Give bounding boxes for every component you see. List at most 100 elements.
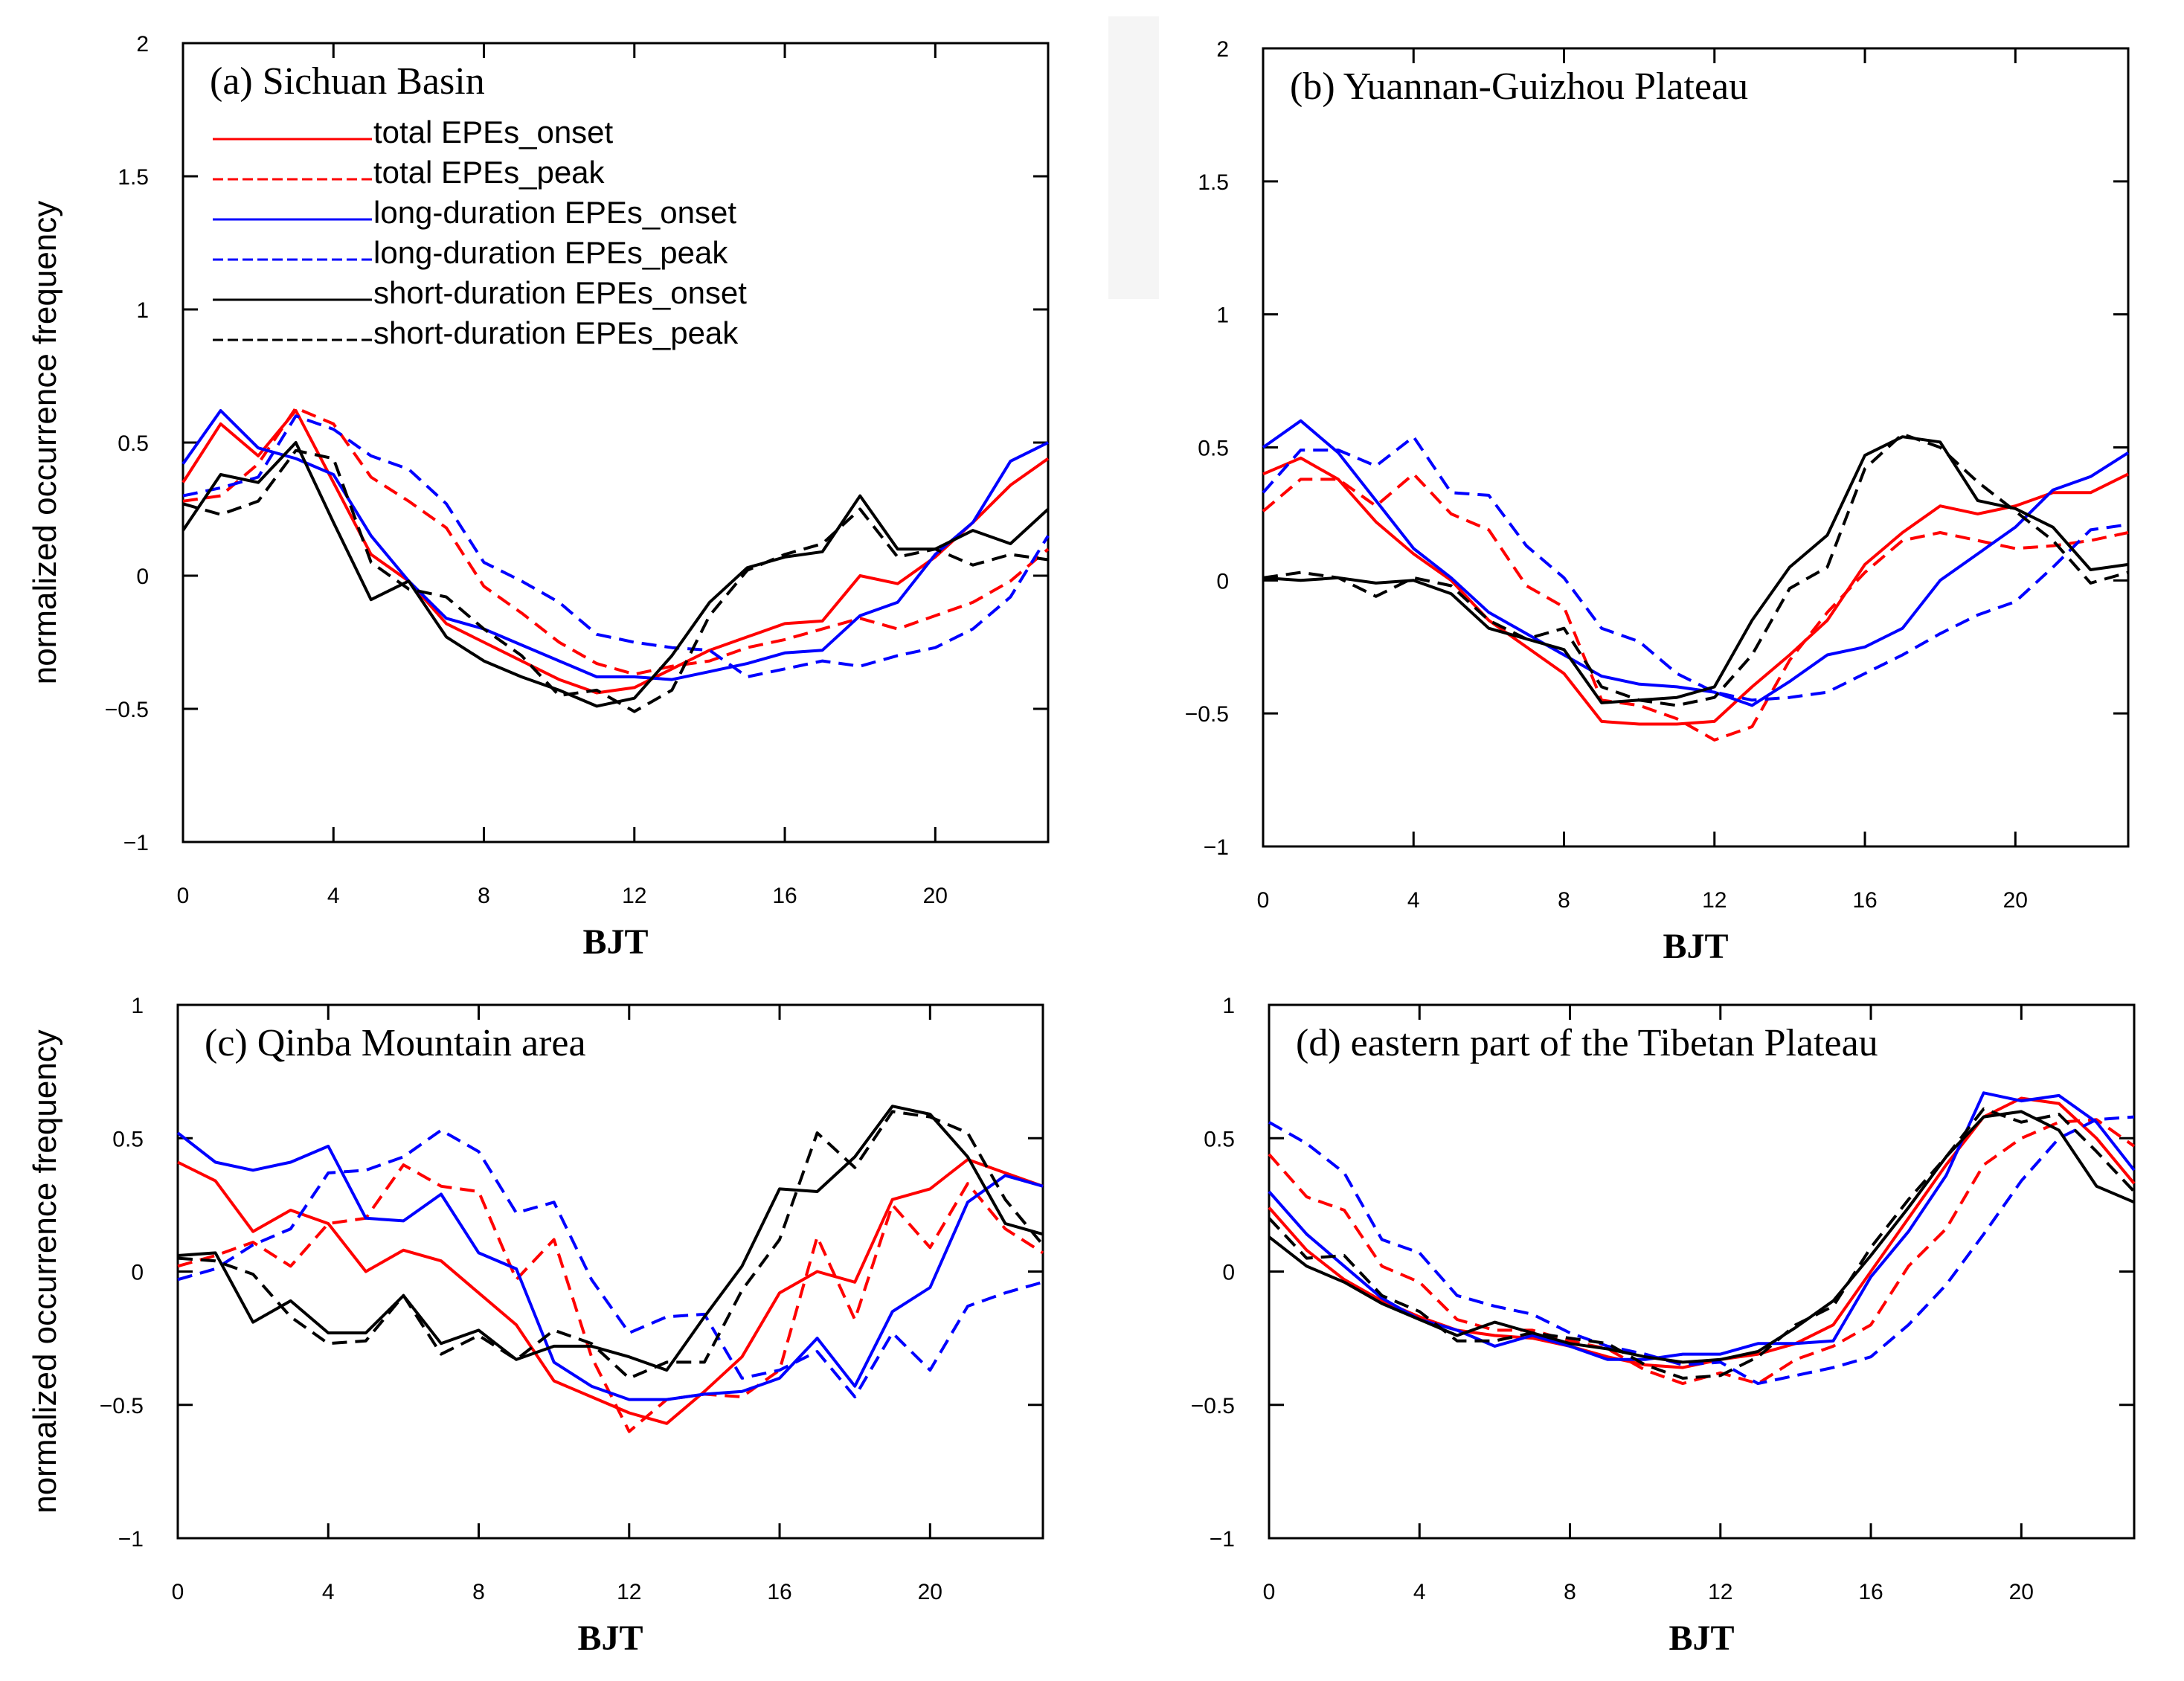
legend-label: short-duration EPEs_onset bbox=[373, 275, 747, 310]
series-line-short-duration-epes-onset bbox=[177, 1105, 1044, 1372]
panel-title: (d) eastern part of the Tibetan Plateau bbox=[1296, 1022, 1878, 1064]
axis-ticks: −1 −0.5 0 0.5 1 0 4 8 12 16 20 bbox=[1191, 994, 2134, 1604]
y-tick-label: −1 bbox=[1210, 1527, 1235, 1552]
series-line-total-epes-peak bbox=[1262, 472, 2129, 742]
x-tick-label: 8 bbox=[478, 884, 490, 908]
series-line-total-epes-onset bbox=[1262, 456, 2129, 726]
x-tick-label: 20 bbox=[2009, 1580, 2034, 1604]
y-tick-label: 0 bbox=[131, 1261, 144, 1285]
panel-yuannan-guizhou-plateau: (b) Yuannan-Guizhou Plateau BJT −1 −0.5 0 0… bbox=[1185, 37, 2130, 966]
background-strip bbox=[1108, 16, 1159, 299]
series-line-short-duration-epes-peak bbox=[177, 1110, 1044, 1380]
panel-eastern-tibetan-plateau: (d) eastern part of the Tibetan Plateau … bbox=[1191, 994, 2136, 1658]
series-line-short-duration-epes-onset bbox=[1268, 1110, 2135, 1364]
plot-frame bbox=[1268, 1003, 2136, 1540]
y-tick-label: 1 bbox=[131, 994, 144, 1018]
y-axis-label: normalized occurrence frequency bbox=[27, 1029, 63, 1514]
x-tick-label: 0 bbox=[177, 884, 190, 908]
y-tick-label: −1 bbox=[1204, 835, 1229, 860]
panel-title: (c) Qinba Mountain area bbox=[205, 1022, 586, 1064]
series-line-total-epes-peak bbox=[1268, 1118, 2136, 1386]
y-tick-label: 0 bbox=[1216, 569, 1229, 594]
series-line-long-duration-epes-peak bbox=[1268, 1115, 2135, 1386]
x-tick-label: 12 bbox=[1702, 888, 1727, 913]
legend-item-long-peak: long-duration EPEs_peak bbox=[213, 235, 728, 270]
x-tick-label: 8 bbox=[1558, 888, 1570, 913]
legend: total EPEs_onset total EPEs_peak long-du… bbox=[213, 115, 747, 350]
y-tick-label: −0.5 bbox=[1185, 702, 1229, 727]
y-tick-label: −1 bbox=[123, 831, 149, 855]
y-tick-label: 1 bbox=[136, 298, 149, 323]
x-tick-label: 20 bbox=[923, 884, 948, 908]
series-line-long-duration-epes-peak bbox=[177, 1128, 1044, 1398]
series-lines bbox=[1268, 1091, 2136, 1386]
y-tick-label: 0.5 bbox=[1198, 437, 1229, 461]
legend-item-total-peak: total EPEs_peak bbox=[213, 155, 606, 190]
x-tick-label: 12 bbox=[622, 884, 646, 908]
y-tick-label: 1.5 bbox=[1198, 170, 1229, 195]
series-line-short-duration-epes-onset bbox=[1262, 435, 2129, 704]
axis-ticks: −1 −0.5 0 0.5 1 0 4 8 12 16 20 bbox=[100, 994, 1043, 1604]
x-axis-label: BJT bbox=[582, 922, 648, 962]
x-axis-label: BJT bbox=[1663, 927, 1728, 966]
legend-item-long-onset: long-duration EPEs_onset bbox=[213, 195, 736, 230]
legend-label: long-duration EPEs_peak bbox=[373, 235, 728, 270]
panel-title: (b) Yuannan-Guizhou Plateau bbox=[1290, 65, 1748, 108]
y-tick-label: 2 bbox=[1216, 37, 1229, 62]
y-tick-label: 2 bbox=[136, 32, 149, 57]
plot-frame bbox=[176, 1003, 1044, 1540]
x-tick-label: 0 bbox=[1257, 888, 1270, 913]
x-tick-label: 20 bbox=[2003, 888, 2028, 913]
x-axis-label: BJT bbox=[577, 1619, 643, 1658]
series-line-long-duration-epes-peak bbox=[182, 414, 1050, 678]
x-tick-label: 8 bbox=[1564, 1580, 1576, 1604]
x-tick-label: 4 bbox=[322, 1580, 335, 1604]
y-tick-label: 1.5 bbox=[118, 165, 149, 190]
series-lines bbox=[176, 1105, 1044, 1433]
x-axis-label: BJT bbox=[1668, 1619, 1734, 1658]
y-tick-label: −0.5 bbox=[105, 698, 149, 722]
x-tick-label: 16 bbox=[772, 884, 797, 908]
legend-label: long-duration EPEs_onset bbox=[373, 195, 736, 230]
legend-label: total EPEs_peak bbox=[373, 155, 606, 190]
legend-item-short-onset: short-duration EPEs_onset bbox=[213, 275, 747, 310]
series-line-total-epes-onset bbox=[1268, 1096, 2136, 1369]
panel-sichuan-basin: (a) Sichuan Basin BJT normalized occurre… bbox=[27, 32, 1050, 962]
y-tick-label: 0.5 bbox=[112, 1127, 144, 1151]
legend-label: short-duration EPEs_peak bbox=[373, 315, 739, 350]
series-line-long-duration-epes-onset bbox=[1262, 419, 2130, 707]
x-tick-label: 12 bbox=[617, 1580, 641, 1604]
series-lines bbox=[1262, 419, 2130, 742]
x-tick-label: 16 bbox=[767, 1580, 791, 1604]
plot-frame bbox=[1262, 47, 2130, 848]
y-tick-label: −0.5 bbox=[100, 1394, 144, 1418]
series-line-long-duration-epes-onset bbox=[182, 409, 1049, 681]
y-tick-label: 0.5 bbox=[118, 431, 149, 456]
y-axis-label: normalized occurrence frequency bbox=[27, 201, 63, 685]
series-line-long-duration-epes-onset bbox=[1268, 1091, 2136, 1361]
y-tick-label: −0.5 bbox=[1191, 1394, 1235, 1418]
x-tick-label: 16 bbox=[1858, 1580, 1883, 1604]
legend-label: total EPEs_onset bbox=[373, 115, 614, 150]
series-line-total-epes-onset bbox=[177, 1157, 1044, 1425]
y-tick-label: 0 bbox=[1222, 1261, 1235, 1285]
x-tick-label: 12 bbox=[1708, 1580, 1732, 1604]
y-tick-label: −1 bbox=[118, 1527, 144, 1552]
legend-item-total-onset: total EPEs_onset bbox=[213, 115, 614, 150]
x-tick-label: 16 bbox=[1852, 888, 1877, 913]
y-tick-label: 1 bbox=[1222, 994, 1235, 1018]
x-tick-label: 8 bbox=[472, 1580, 485, 1604]
y-tick-label: 0 bbox=[136, 565, 149, 589]
panel-title: (a) Sichuan Basin bbox=[210, 60, 485, 103]
y-tick-label: 1 bbox=[1216, 303, 1229, 328]
series-line-total-epes-peak bbox=[182, 406, 1050, 676]
legend-item-short-peak: short-duration EPEs_peak bbox=[213, 315, 739, 350]
x-tick-label: 20 bbox=[918, 1580, 942, 1604]
x-tick-label: 4 bbox=[1413, 1580, 1426, 1604]
axis-ticks: −1−0.500.511.520 4 8 12 16 20 bbox=[105, 32, 1048, 908]
series-line-short-duration-epes-peak bbox=[182, 449, 1049, 713]
y-tick-label: 0.5 bbox=[1204, 1127, 1235, 1151]
x-tick-label: 0 bbox=[172, 1580, 184, 1604]
x-tick-label: 4 bbox=[1407, 888, 1420, 913]
